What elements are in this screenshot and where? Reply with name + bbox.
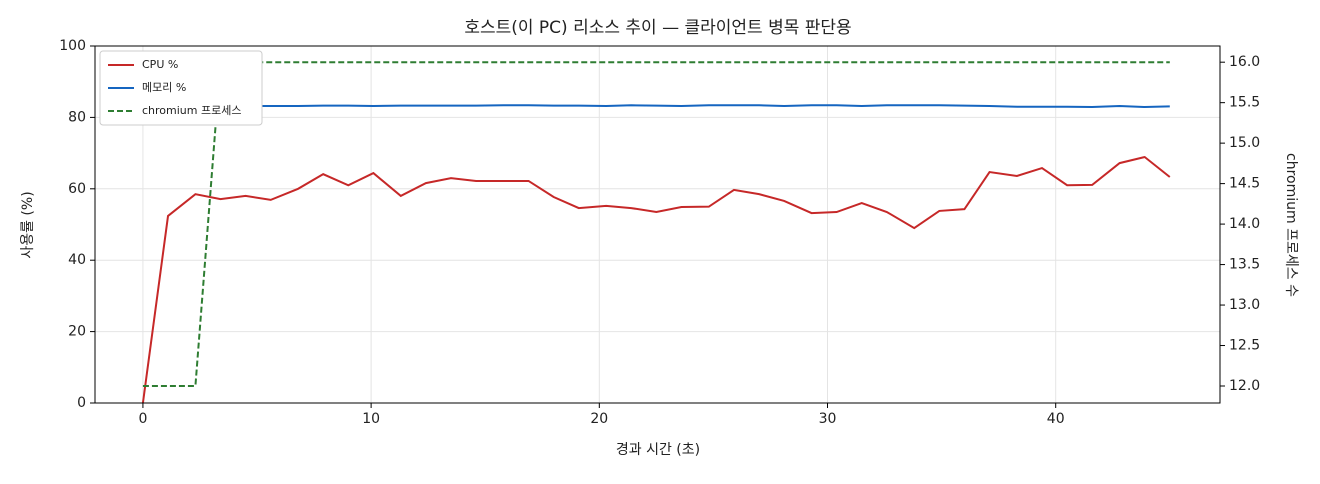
x-tick-label: 20 <box>590 411 608 427</box>
y2-tick-label: 13.0 <box>1229 297 1260 313</box>
y-tick-label: 0 <box>77 395 86 411</box>
x-tick-label: 30 <box>819 411 837 427</box>
line-series <box>142 104 1170 110</box>
legend-box <box>99 50 263 126</box>
x-axis-label: 경과 시간 (초) <box>616 442 700 458</box>
y2-tick-label: 13.5 <box>1229 257 1260 273</box>
y-tick-label: 40 <box>68 252 86 268</box>
y2-tick-label: 15.5 <box>1229 95 1260 111</box>
x-tick-label: 0 <box>138 411 147 427</box>
y2-axis-label: chromium 프로세스 수 <box>1283 153 1299 297</box>
y-tick-label: 80 <box>68 109 86 125</box>
x-tick-label: 40 <box>1047 411 1065 427</box>
y2-tick-label: 12.5 <box>1229 338 1260 354</box>
y2-tick-label: 16.0 <box>1229 54 1260 70</box>
y2-tick-label: 12.0 <box>1229 378 1260 394</box>
y2-tick-label: 15.0 <box>1229 135 1260 151</box>
y2-tick-label: 14.5 <box>1229 176 1260 192</box>
plot-frame <box>94 45 1221 404</box>
line-series <box>142 61 1170 387</box>
y-axis-label: 사용률 (%) <box>20 191 36 258</box>
line-series <box>141 155 1171 404</box>
chart-title: 호스트(이 PC) 리소스 추이 — 클라이언트 병목 판단용 <box>464 18 851 38</box>
y-tick-label: 100 <box>59 38 86 54</box>
y2-tick-label: 14.0 <box>1229 216 1260 232</box>
y-tick-label: 60 <box>68 181 86 197</box>
legend-label: chromium 프로세스 <box>142 104 241 117</box>
x-tick-label: 10 <box>362 411 380 427</box>
y-tick-label: 20 <box>68 324 86 340</box>
legend-label: 메모리 % <box>142 81 186 94</box>
legend-label: CPU % <box>142 58 178 71</box>
